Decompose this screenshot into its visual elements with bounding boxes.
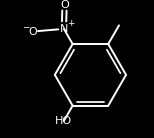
Text: HO: HO: [55, 116, 73, 126]
Text: N: N: [60, 24, 68, 34]
Text: −: −: [22, 22, 30, 31]
Text: O: O: [28, 27, 37, 37]
Text: O: O: [60, 0, 69, 10]
Text: +: +: [67, 19, 74, 28]
